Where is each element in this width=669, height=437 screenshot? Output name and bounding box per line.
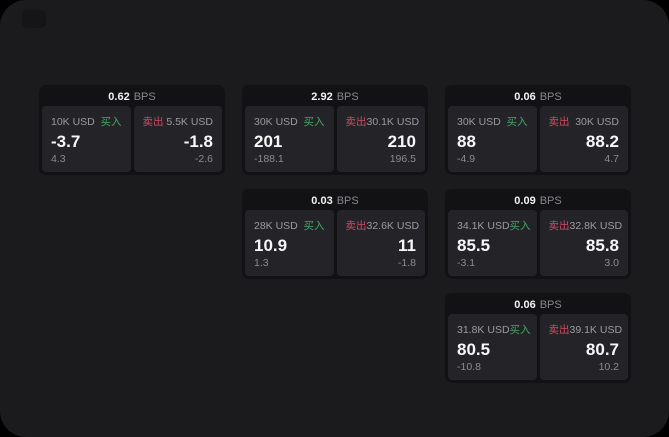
sell-delta: 10.2 — [598, 361, 619, 373]
bps-value: 2.92 — [311, 90, 333, 103]
sell-tag: 卖出 — [345, 116, 367, 128]
bps-value: 0.03 — [311, 194, 333, 207]
bps-unit-label: BPS — [336, 194, 359, 207]
corner-control[interactable] — [22, 10, 46, 28]
bps-unit-label: BPS — [336, 90, 359, 103]
buy-tag: 买入 — [303, 116, 325, 128]
card-header: 0.09 BPS — [445, 189, 631, 210]
sell-notional: 39.1K USD — [569, 323, 623, 336]
buy-notional: 30K USD — [457, 115, 501, 128]
buy-delta: -4.9 — [457, 153, 476, 165]
bps-unit-label: BPS — [539, 194, 562, 207]
quote-panes: 28K USD 买入 10.9 1.3 卖出 32.6K USD 11 -1.8 — [242, 210, 428, 279]
buy-price: -3.7 — [51, 132, 81, 151]
card-header: 0.62 BPS — [39, 85, 225, 106]
buy-notional: 10K USD — [51, 115, 95, 128]
buy-notional: 34.1K USD — [457, 219, 510, 232]
buy-price: 10.9 — [254, 236, 288, 255]
sell-tag: 卖出 — [548, 116, 570, 128]
sell-tag: 卖出 — [548, 220, 570, 232]
buy-pane[interactable]: 31.8K USD 买入 80.5 -10.8 — [448, 314, 537, 380]
card-header: 2.92 BPS — [242, 85, 428, 106]
sell-pane[interactable]: 卖出 30.1K USD 210 196.5 — [336, 106, 425, 172]
buy-notional: 28K USD — [254, 219, 298, 232]
buy-pane[interactable]: 30K USD 买入 88 -4.9 — [448, 106, 537, 172]
buy-price: 85.5 — [457, 236, 491, 255]
buy-pane[interactable]: 28K USD 买入 10.9 1.3 — [245, 210, 334, 276]
quote-card: 0.62 BPS 10K USD 买入 -3.7 4.3 卖出 — [39, 85, 225, 175]
buy-tag: 买入 — [509, 220, 531, 232]
bps-unit-label: BPS — [133, 90, 156, 103]
quote-card: 2.92 BPS 30K USD 买入 201 -188.1 卖出 — [242, 85, 428, 175]
bps-unit-label: BPS — [539, 90, 562, 103]
card-header: 0.03 BPS — [242, 189, 428, 210]
quote-panes: 30K USD 买入 201 -188.1 卖出 30.1K USD 210 1… — [242, 106, 428, 175]
buy-tag: 买入 — [509, 324, 531, 336]
buy-tag: 买入 — [506, 116, 528, 128]
buy-notional: 30K USD — [254, 115, 298, 128]
quote-panes: 10K USD 买入 -3.7 4.3 卖出 5.5K USD -1.8 -2.… — [39, 106, 225, 175]
buy-tag: 买入 — [100, 116, 122, 128]
buy-pane[interactable]: 34.1K USD 买入 85.5 -3.1 — [448, 210, 537, 276]
sell-delta: 3.0 — [604, 257, 619, 269]
quote-card: 0.06 BPS 30K USD 买入 88 -4.9 卖出 — [445, 85, 631, 175]
sell-pane[interactable]: 卖出 5.5K USD -1.8 -2.6 — [133, 106, 222, 172]
buy-price: 201 — [254, 132, 283, 151]
quote-card: 0.06 BPS 31.8K USD 买入 80.5 -10.8 卖 — [445, 293, 631, 383]
quote-panes: 34.1K USD 买入 85.5 -3.1 卖出 32.8K USD 85.8… — [445, 210, 631, 279]
quote-panes: 31.8K USD 买入 80.5 -10.8 卖出 39.1K USD 80.… — [445, 314, 631, 383]
sell-pane[interactable]: 卖出 39.1K USD 80.7 10.2 — [539, 314, 628, 380]
buy-pane[interactable]: 30K USD 买入 201 -188.1 — [245, 106, 334, 172]
sell-price: -1.8 — [183, 132, 213, 151]
bps-value: 0.09 — [514, 194, 536, 207]
buy-delta: -188.1 — [254, 153, 284, 165]
sell-delta: -1.8 — [397, 257, 416, 269]
sell-price: 85.8 — [585, 236, 619, 255]
sell-tag: 卖出 — [345, 220, 367, 232]
buy-delta: 1.3 — [254, 257, 269, 269]
sell-tag: 卖出 — [142, 116, 164, 128]
bps-value: 0.62 — [108, 90, 130, 103]
card-header: 0.06 BPS — [445, 85, 631, 106]
sell-delta: 4.7 — [604, 153, 619, 165]
buy-delta: 4.3 — [51, 153, 66, 165]
buy-delta: -3.1 — [457, 257, 476, 269]
sell-notional: 30.1K USD — [366, 115, 420, 128]
bps-unit-label: BPS — [539, 298, 562, 311]
sell-pane[interactable]: 卖出 32.6K USD 11 -1.8 — [336, 210, 425, 276]
quote-card: 0.03 BPS 28K USD 买入 10.9 1.3 卖出 — [242, 189, 428, 279]
buy-delta: -10.8 — [457, 361, 481, 373]
quote-card-grid: 0.62 BPS 10K USD 买入 -3.7 4.3 卖出 — [39, 85, 631, 383]
sell-notional: 32.6K USD — [366, 219, 420, 232]
sell-price: 88.2 — [585, 132, 619, 151]
quote-panes: 30K USD 买入 88 -4.9 卖出 30K USD 88.2 4.7 — [445, 106, 631, 175]
card-header: 0.06 BPS — [445, 293, 631, 314]
sell-notional: 30K USD — [575, 115, 619, 128]
sell-pane[interactable]: 卖出 30K USD 88.2 4.7 — [539, 106, 628, 172]
sell-price: 80.7 — [585, 340, 619, 359]
sell-price: 11 — [398, 236, 416, 255]
sell-price: 210 — [387, 132, 416, 151]
buy-price: 80.5 — [457, 340, 491, 359]
sell-delta: -2.6 — [194, 153, 213, 165]
quote-card: 0.09 BPS 34.1K USD 买入 85.5 -3.1 卖出 — [445, 189, 631, 279]
buy-pane[interactable]: 10K USD 买入 -3.7 4.3 — [42, 106, 131, 172]
sell-notional: 5.5K USD — [166, 115, 213, 128]
sell-notional: 32.8K USD — [569, 219, 623, 232]
buy-notional: 31.8K USD — [457, 323, 510, 336]
buy-price: 88 — [457, 132, 476, 151]
bps-value: 0.06 — [514, 298, 536, 311]
buy-tag: 买入 — [303, 220, 325, 232]
sell-tag: 卖出 — [548, 324, 570, 336]
bps-value: 0.06 — [514, 90, 536, 103]
sell-delta: 196.5 — [389, 153, 416, 165]
sell-pane[interactable]: 卖出 32.8K USD 85.8 3.0 — [539, 210, 628, 276]
